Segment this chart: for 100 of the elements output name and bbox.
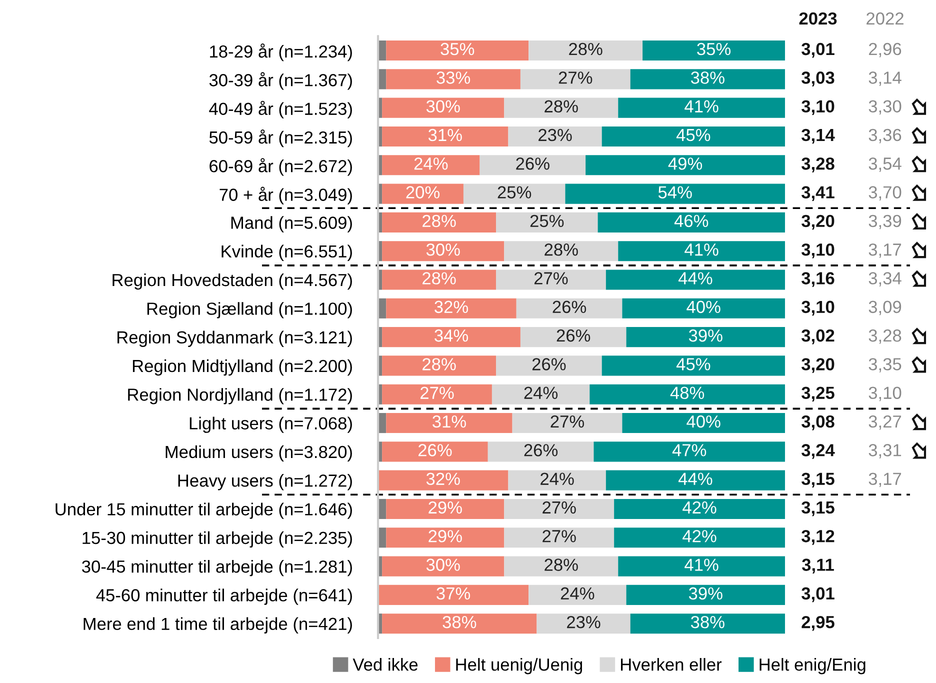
data-label: 41% — [684, 244, 718, 256]
bar — [382, 356, 496, 376]
bar — [590, 384, 785, 404]
data-label: 44% — [678, 472, 712, 485]
data-label: 29% — [428, 501, 462, 514]
bar — [480, 155, 586, 176]
bar — [504, 556, 618, 576]
text: 3,12 — [802, 530, 834, 545]
text: 3,10 — [802, 100, 834, 116]
bar — [626, 584, 785, 605]
data-label: 38% — [690, 72, 724, 84]
bar — [382, 184, 464, 204]
data-label: 41% — [684, 558, 718, 571]
bar — [382, 556, 504, 576]
text: 3,28 — [868, 329, 902, 344]
data-label: 37% — [436, 587, 470, 600]
text: 3,15 — [802, 472, 834, 488]
bar — [618, 241, 785, 262]
data-label: 26% — [532, 358, 566, 370]
data-label: 35% — [440, 42, 474, 56]
y-tick-label: Region Hovedstaden (n=4.567) — [112, 273, 352, 290]
bar — [520, 327, 626, 348]
text: 3,02 — [802, 329, 834, 344]
data-label: 30% — [426, 100, 460, 112]
data-label: 25% — [530, 214, 564, 228]
text: 3,24 — [802, 444, 835, 459]
data-label: 28% — [569, 42, 602, 56]
data-label: 38% — [442, 616, 476, 628]
bar — [386, 40, 529, 61]
text: 3,36 — [868, 128, 902, 144]
text: 3,10 — [802, 300, 834, 316]
text: 3,31 — [868, 444, 902, 458]
text: 3,11 — [802, 558, 834, 574]
bar — [386, 298, 516, 318]
data-label: 28% — [422, 214, 456, 228]
data-label: 35% — [697, 42, 731, 56]
bar — [508, 126, 602, 147]
text: 3,10 — [802, 243, 834, 258]
text: 3,20 — [802, 358, 834, 373]
bar — [602, 356, 785, 376]
y-tick-label: Region Midtjylland (n=2.200) — [132, 359, 352, 376]
text: 2023 — [799, 12, 837, 25]
bar — [598, 212, 785, 232]
text: 3,35 — [868, 358, 902, 372]
bar — [382, 327, 520, 348]
bar — [496, 356, 602, 376]
bar — [622, 412, 785, 434]
text: 3,01 — [802, 42, 834, 58]
legend-label: Helt enig/Enig — [760, 658, 866, 674]
data-label: 26% — [552, 300, 586, 314]
text: 3,14 — [802, 128, 835, 144]
text: 3,15 — [802, 501, 834, 516]
text: 3,70 — [868, 186, 902, 201]
y-tick-label: 18-29 år (n=1.234) — [210, 44, 352, 62]
data-label: 42% — [682, 530, 716, 542]
data-label: 30% — [426, 243, 460, 256]
bar — [520, 69, 630, 90]
data-label: 44% — [678, 272, 712, 284]
y-tick-label: 30-39 år (n=1.367) — [209, 72, 352, 90]
text: 3,17 — [868, 243, 902, 258]
y-tick-label: 30-45 minutter til arbejde (n=1.281) — [82, 560, 352, 576]
data-label: 28% — [422, 272, 456, 284]
data-label: 40% — [686, 300, 720, 314]
bar — [386, 528, 504, 548]
legend-label: Helt uenig/Uenig — [456, 658, 582, 674]
data-label: 34% — [434, 329, 468, 342]
data-label: 28% — [422, 358, 456, 370]
data-label: 28% — [544, 558, 578, 571]
data-label: 33% — [436, 72, 470, 84]
bar — [386, 69, 520, 90]
data-label: 39% — [688, 329, 722, 342]
data-label: 27% — [550, 415, 584, 428]
legend-label: Ved ikke — [352, 658, 418, 671]
legend-label: Hverken eller — [621, 658, 722, 671]
bar — [528, 584, 626, 605]
data-label: 41% — [684, 100, 718, 112]
data-label: 54% — [658, 186, 692, 198]
data-label: 26% — [556, 329, 590, 342]
text: 3,16 — [802, 272, 834, 287]
data-label: 31% — [432, 415, 466, 428]
y-tick-label: 50-59 år (n=2.315) — [209, 129, 352, 148]
bar — [382, 212, 496, 232]
text: 3,28 — [802, 158, 834, 172]
bar — [496, 270, 606, 290]
y-tick-label: 45-60 minutter til arbejde (n=641) — [96, 588, 352, 605]
data-label: 24% — [524, 386, 558, 399]
data-label: 26% — [418, 444, 452, 456]
data-label: 45% — [676, 128, 710, 142]
bar — [602, 126, 785, 147]
data-label: 24% — [540, 472, 574, 485]
bar — [512, 412, 622, 434]
bar — [382, 442, 488, 462]
data-label: 26% — [524, 444, 558, 456]
data-label: 29% — [428, 530, 462, 542]
data-label: 32% — [426, 472, 460, 485]
data-label: 45% — [676, 358, 710, 370]
bar — [528, 40, 643, 61]
bar — [504, 528, 614, 548]
bar — [463, 184, 566, 204]
bar — [382, 384, 492, 404]
